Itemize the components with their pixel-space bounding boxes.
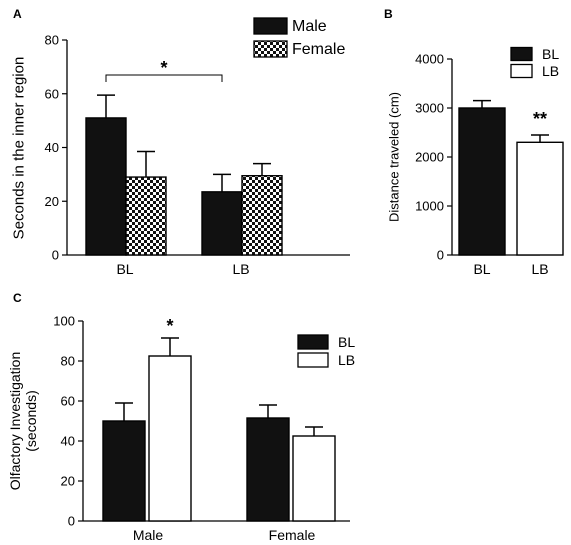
- y-tick-label: 60: [61, 394, 75, 409]
- significance-bracket: [105, 74, 223, 82]
- y-axis-title: Olfactory Investigation: [7, 352, 23, 491]
- y-tick-label: 1000: [415, 199, 444, 214]
- legend-swatch: [253, 40, 288, 58]
- significance-marker: *: [160, 58, 167, 78]
- x-category-label: LB: [232, 261, 249, 277]
- x-category-label: LB: [531, 261, 548, 277]
- legend-swatch: [297, 334, 329, 350]
- y-tick-label: 0: [68, 514, 75, 529]
- panel-letter-a: A: [13, 7, 22, 21]
- x-category-label: Male: [133, 527, 164, 543]
- bar: [292, 435, 336, 522]
- legend-label: LB: [338, 352, 355, 368]
- significance-marker: **: [533, 109, 547, 129]
- y-axis-title: (seconds): [23, 390, 39, 451]
- y-tick-label: 100: [53, 314, 75, 329]
- y-tick-label: 4000: [415, 52, 444, 67]
- y-tick-label: 40: [45, 140, 59, 155]
- bar: [148, 355, 192, 522]
- y-tick-label: 80: [61, 354, 75, 369]
- y-tick-label: 0: [437, 248, 444, 263]
- legend-swatch: [510, 46, 533, 62]
- y-tick-label: 0: [52, 248, 59, 263]
- legend-label: BL: [542, 46, 559, 62]
- panel-letter-b: B: [384, 7, 393, 21]
- y-tick-label: 60: [45, 86, 59, 101]
- bar: [516, 141, 564, 256]
- bar: [201, 191, 243, 256]
- x-category-label: Female: [269, 527, 316, 543]
- legend-label: Male: [292, 18, 327, 35]
- x-category-label: BL: [116, 261, 133, 277]
- legend-label: BL: [338, 334, 355, 350]
- legend-label: Female: [292, 41, 345, 58]
- y-tick-label: 3000: [415, 101, 444, 116]
- significance-marker: *: [166, 316, 173, 336]
- legend-label: LB: [542, 63, 559, 79]
- bar: [102, 420, 146, 522]
- y-axis-title: Distance traveled (cm): [387, 92, 402, 222]
- y-tick-label: 40: [61, 434, 75, 449]
- x-category-label: BL: [473, 261, 490, 277]
- legend-swatch: [510, 63, 533, 79]
- bar: [125, 176, 167, 256]
- bar: [246, 417, 290, 522]
- y-tick-label: 2000: [415, 150, 444, 165]
- y-tick-label: 80: [45, 33, 59, 48]
- legend-swatch: [297, 352, 329, 368]
- bar: [458, 107, 506, 256]
- bar: [241, 175, 283, 256]
- y-tick-label: 20: [61, 474, 75, 489]
- y-axis-title: Seconds in the inner region: [10, 57, 27, 240]
- bar: [85, 117, 127, 256]
- legend-swatch: [253, 17, 288, 35]
- panel-letter-c: C: [13, 291, 22, 305]
- y-tick-label: 20: [45, 194, 59, 209]
